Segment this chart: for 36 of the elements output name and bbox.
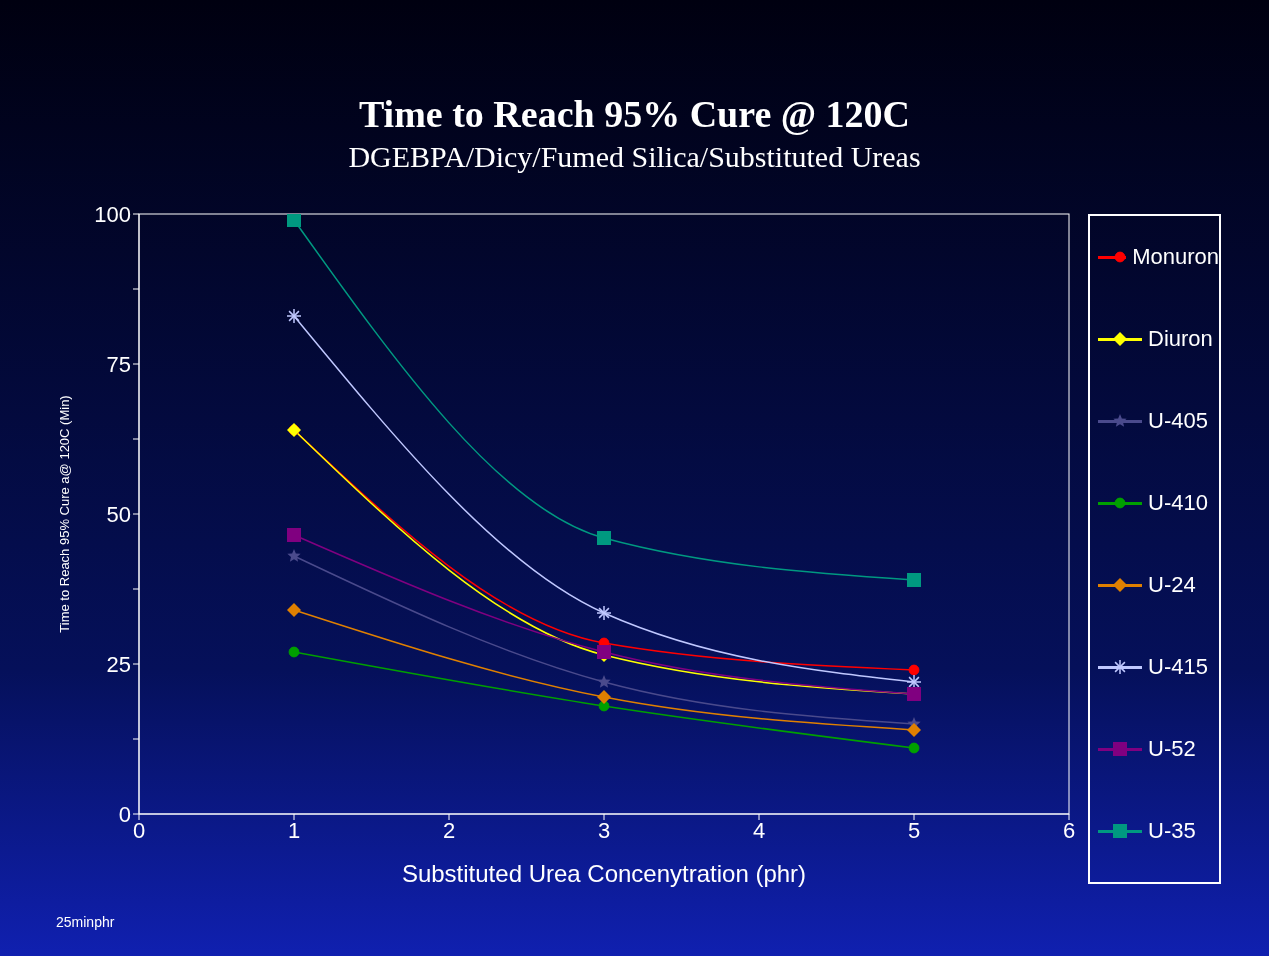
text: 25minphr: [56, 914, 115, 930]
y-tick-label: 0: [118, 801, 131, 827]
x-tick-label: 2: [442, 817, 456, 843]
point: [908, 664, 920, 676]
y-tick-label: 100: [94, 201, 131, 227]
chart-title: Time to Reach 95% Cure @ 120C: [357, 92, 912, 136]
legend-label: U-52: [1148, 736, 1196, 762]
point: [288, 646, 300, 658]
legend-label: U-405: [1148, 408, 1208, 434]
y-tick-label: 50: [106, 501, 131, 527]
point: [908, 742, 920, 754]
legend-label: U-415: [1148, 654, 1208, 680]
point: [597, 675, 611, 688]
point: [287, 528, 301, 542]
x-axis-title: Substituted Urea Concenytration (phr): [400, 860, 808, 888]
y-tick-label: 75: [106, 351, 131, 377]
legend-label: U-24: [1148, 572, 1196, 598]
legend-label: Diuron: [1148, 326, 1213, 352]
x-tick-label: 1: [287, 817, 301, 843]
point: [597, 531, 611, 545]
y-tick-label: 25: [106, 651, 131, 677]
legend-label: U-410: [1148, 490, 1208, 516]
point: [287, 549, 301, 562]
point: [287, 214, 301, 227]
x-tick-label: 5: [907, 817, 921, 843]
x-tick-label: 6: [1062, 817, 1076, 843]
x-tick-label: 4: [752, 817, 766, 843]
point: [287, 603, 301, 617]
y-axis-title: Time to Reach 95% Cure a@ 120C (Min): [56, 395, 72, 633]
point: [907, 573, 921, 587]
point: [907, 723, 921, 737]
x-tick-label: 3: [597, 817, 611, 843]
chart-subtitle: DGEBPA/Dicy/Fumed Silica/Substituted Ureas: [347, 140, 922, 174]
point: [597, 690, 611, 704]
legend-label: U-35: [1148, 818, 1196, 844]
legend-label: Monuron: [1132, 244, 1219, 270]
